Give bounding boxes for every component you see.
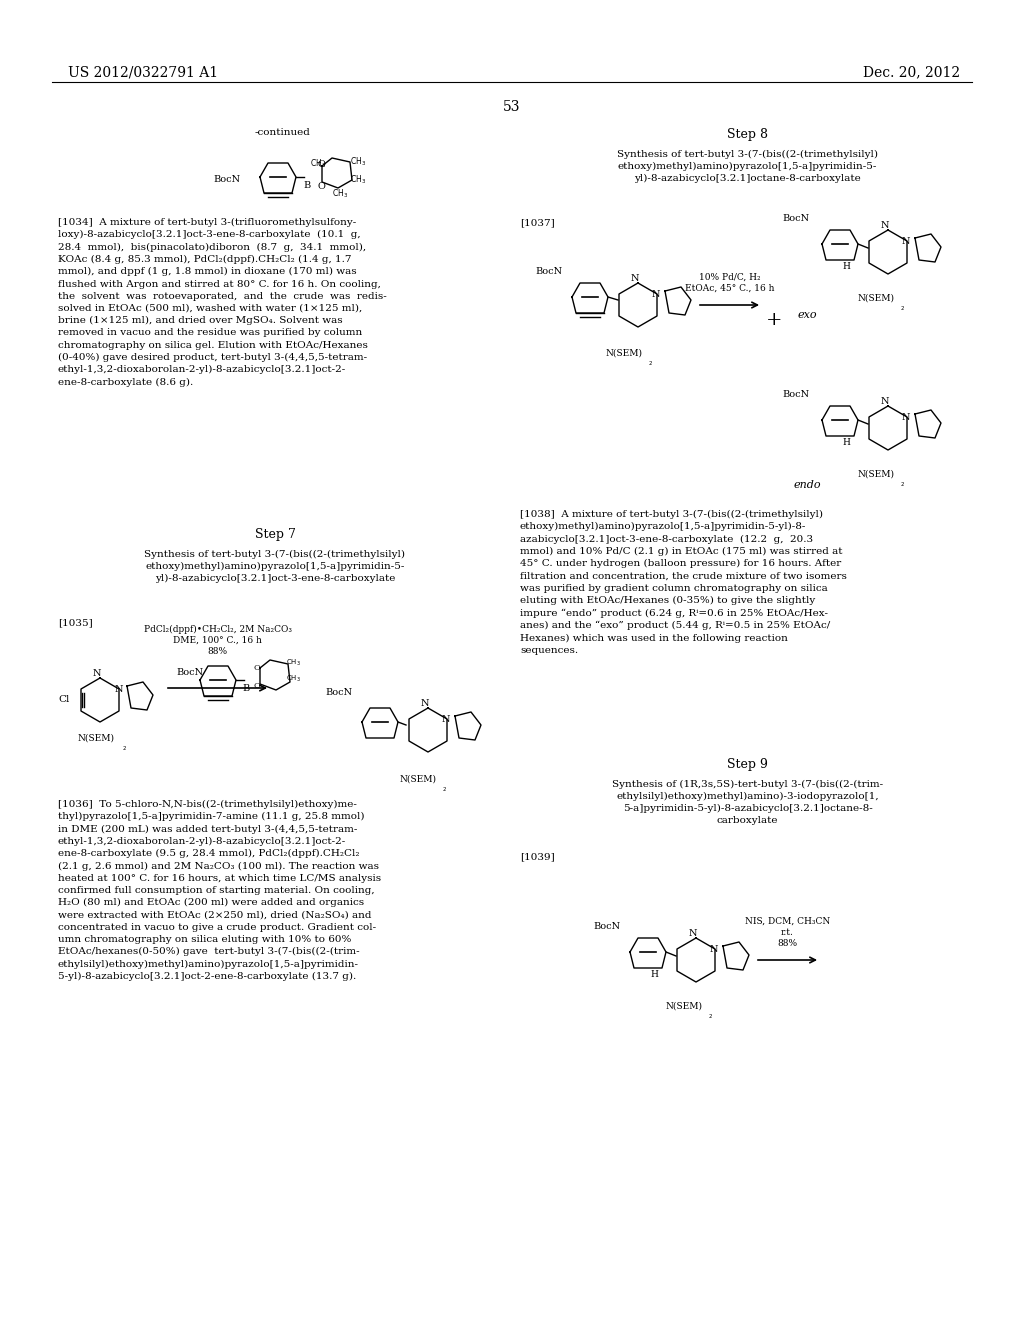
Text: +: + <box>766 312 782 329</box>
Text: [1035]: [1035] <box>58 618 93 627</box>
Text: Step 7: Step 7 <box>255 528 296 541</box>
Text: $_2$: $_2$ <box>122 744 127 752</box>
Text: N(SEM): N(SEM) <box>858 470 895 479</box>
Text: BocN: BocN <box>593 921 621 931</box>
Text: N(SEM): N(SEM) <box>78 734 115 743</box>
Text: PdCl₂(dppf)•CH₂Cl₂, 2M Na₂CO₃
DME, 100° C., 16 h
88%: PdCl₂(dppf)•CH₂Cl₂, 2M Na₂CO₃ DME, 100° … <box>143 624 292 656</box>
Text: H: H <box>842 261 850 271</box>
Text: N: N <box>652 290 660 300</box>
Text: $\rm CH_3$: $\rm CH_3$ <box>310 158 327 170</box>
Text: $_2$: $_2$ <box>900 480 905 488</box>
Text: H: H <box>650 970 657 979</box>
Text: N: N <box>902 238 910 246</box>
Text: $_2$: $_2$ <box>442 785 447 793</box>
Text: N: N <box>902 413 910 422</box>
Text: US 2012/0322791 A1: US 2012/0322791 A1 <box>68 65 218 79</box>
Text: [1036]  To 5-chloro-N,N-bis((2-(trimethylsilyl)ethoxy)me-
thyl)pyrazolo[1,5-a]py: [1036] To 5-chloro-N,N-bis((2-(trimethyl… <box>58 800 381 981</box>
Text: N: N <box>881 397 890 407</box>
Text: BocN: BocN <box>535 267 562 276</box>
Text: BocN: BocN <box>325 688 352 697</box>
Text: N: N <box>115 685 124 694</box>
Text: BocN: BocN <box>176 668 203 677</box>
Text: $_2$: $_2$ <box>708 1012 713 1020</box>
Text: N: N <box>442 715 451 723</box>
Text: O: O <box>254 682 261 690</box>
Text: $\rm CH_3$: $\rm CH_3$ <box>332 187 348 201</box>
Text: N(SEM): N(SEM) <box>858 294 895 304</box>
Text: 10% Pd/C, H₂
EtOAc, 45° C., 16 h: 10% Pd/C, H₂ EtOAc, 45° C., 16 h <box>685 273 774 293</box>
Text: Synthesis of (1R,3s,5S)-tert-butyl 3-(7-(bis((2-(trim-
ethylsilyl)ethoxy)methyl): Synthesis of (1R,3s,5S)-tert-butyl 3-(7-… <box>612 780 883 825</box>
Text: [1038]  A mixture of tert-butyl 3-(7-(bis((2-(trimethylsilyl)
ethoxy)methyl)amin: [1038] A mixture of tert-butyl 3-(7-(bis… <box>520 510 847 655</box>
Text: N: N <box>689 929 697 939</box>
Text: $_2$: $_2$ <box>648 359 653 368</box>
Text: BocN: BocN <box>213 176 240 183</box>
Text: $_2$: $_2$ <box>900 304 905 313</box>
Text: -continued: -continued <box>255 128 311 137</box>
Text: N(SEM): N(SEM) <box>606 348 643 358</box>
Text: H: H <box>842 438 850 447</box>
Text: B: B <box>303 181 310 190</box>
Text: N: N <box>93 669 101 678</box>
Text: Cl: Cl <box>58 696 70 704</box>
Text: O: O <box>318 160 326 169</box>
Text: $\rm CH_3$: $\rm CH_3$ <box>350 173 367 186</box>
Text: NIS, DCM, CH₃CN
r.t.
88%: NIS, DCM, CH₃CN r.t. 88% <box>744 917 830 948</box>
Text: N(SEM): N(SEM) <box>666 1002 703 1011</box>
Text: [1037]: [1037] <box>520 218 555 227</box>
Text: $\rm CH_3$: $\rm CH_3$ <box>350 156 367 169</box>
Text: [1034]  A mixture of tert-butyl 3-(trifluoromethylsulfony-
loxy)-8-azabicyclo[3.: [1034] A mixture of tert-butyl 3-(triflu… <box>58 218 387 387</box>
Text: BocN: BocN <box>782 214 809 223</box>
Text: $\rm CH_3$: $\rm CH_3$ <box>286 657 301 668</box>
Text: N(SEM): N(SEM) <box>400 775 437 784</box>
Text: N: N <box>881 220 890 230</box>
Text: Dec. 20, 2012: Dec. 20, 2012 <box>863 65 961 79</box>
Text: [1039]: [1039] <box>520 851 555 861</box>
Text: exo: exo <box>798 310 817 319</box>
Text: $\rm CH_3$: $\rm CH_3$ <box>286 675 301 684</box>
Text: Synthesis of tert-butyl 3-(7-(bis((2-(trimethylsilyl)
ethoxy)methyl)amino)pyrazo: Synthesis of tert-butyl 3-(7-(bis((2-(tr… <box>144 550 406 583</box>
Text: O: O <box>318 182 326 191</box>
Text: Step 9: Step 9 <box>727 758 768 771</box>
Text: B: B <box>242 684 249 693</box>
Text: N: N <box>710 945 719 954</box>
Text: O: O <box>254 664 261 672</box>
Text: Synthesis of tert-butyl 3-(7-(bis((2-(trimethylsilyl)
ethoxy)methyl)amino)pyrazo: Synthesis of tert-butyl 3-(7-(bis((2-(tr… <box>617 150 878 183</box>
Text: endo: endo <box>794 480 821 490</box>
Text: 53: 53 <box>503 100 521 114</box>
Text: N: N <box>631 275 640 282</box>
Text: N: N <box>421 700 429 708</box>
Text: Step 8: Step 8 <box>727 128 768 141</box>
Text: BocN: BocN <box>782 389 809 399</box>
